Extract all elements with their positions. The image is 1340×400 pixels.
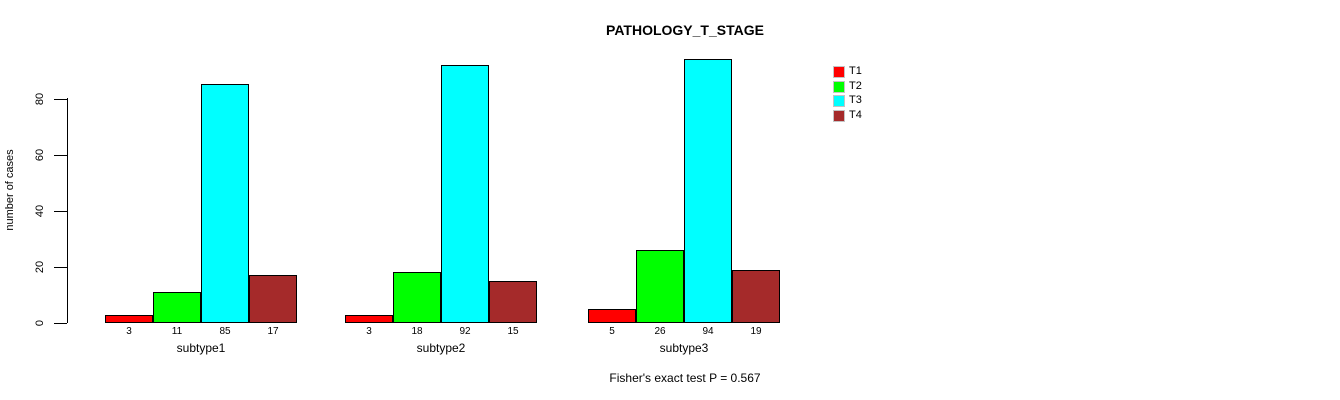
y-tick (54, 155, 67, 156)
legend-label-t4: T4 (849, 109, 862, 121)
legend-label-t1: T1 (849, 65, 862, 77)
bar-value-label: 94 (702, 326, 714, 337)
bar-value-label: 3 (126, 326, 132, 337)
legend-swatch-t4 (833, 110, 845, 122)
bar-value-label: 19 (750, 326, 762, 337)
y-axis-line (67, 98, 68, 323)
x-category-label: subtype1 (176, 341, 226, 355)
annotation-text: Fisher's exact test P = 0.567 (609, 371, 761, 385)
bar-t4-subtype3 (732, 270, 780, 323)
y-tick-label: 60 (34, 148, 46, 162)
legend-swatch-t2 (833, 81, 845, 93)
bar-t3-subtype3 (684, 59, 732, 323)
bar-value-label: 15 (507, 326, 519, 337)
bar-t1-subtype2 (345, 315, 393, 323)
y-tick (54, 211, 67, 212)
legend-swatch-t3 (833, 95, 845, 107)
bar-t3-subtype1 (201, 84, 249, 323)
legend-label-t2: T2 (849, 80, 862, 92)
bar-value-label: 85 (219, 326, 231, 337)
bar-value-label: 17 (267, 326, 279, 337)
y-tick (54, 99, 67, 100)
bar-value-label: 92 (459, 326, 471, 337)
bar-value-label: 3 (366, 326, 372, 337)
bar-t1-subtype1 (105, 315, 153, 323)
bar-t2-subtype2 (393, 272, 441, 323)
y-tick-label: 20 (34, 260, 46, 274)
y-tick-label: 0 (34, 319, 46, 327)
y-tick (54, 323, 67, 324)
bar-t3-subtype2 (441, 65, 489, 323)
x-category-label: subtype2 (416, 341, 466, 355)
legend-swatch-t1 (833, 66, 845, 78)
y-axis-label: number of cases (4, 149, 16, 231)
bar-value-label: 11 (171, 326, 183, 337)
y-tick (54, 267, 67, 268)
x-category-label: subtype3 (659, 341, 709, 355)
legend-label-t3: T3 (849, 94, 862, 106)
bar-t2-subtype1 (153, 292, 201, 323)
bar-t2-subtype3 (636, 250, 684, 323)
bar-t4-subtype2 (489, 281, 537, 323)
bar-value-label: 18 (411, 326, 423, 337)
bar-value-label: 26 (654, 326, 666, 337)
y-tick-label: 80 (34, 92, 46, 106)
y-tick-label: 40 (34, 204, 46, 218)
bar-t4-subtype1 (249, 275, 297, 323)
chart-title: PATHOLOGY_T_STAGE (606, 22, 764, 38)
bar-t1-subtype3 (588, 309, 636, 323)
bar-value-label: 5 (609, 326, 615, 337)
